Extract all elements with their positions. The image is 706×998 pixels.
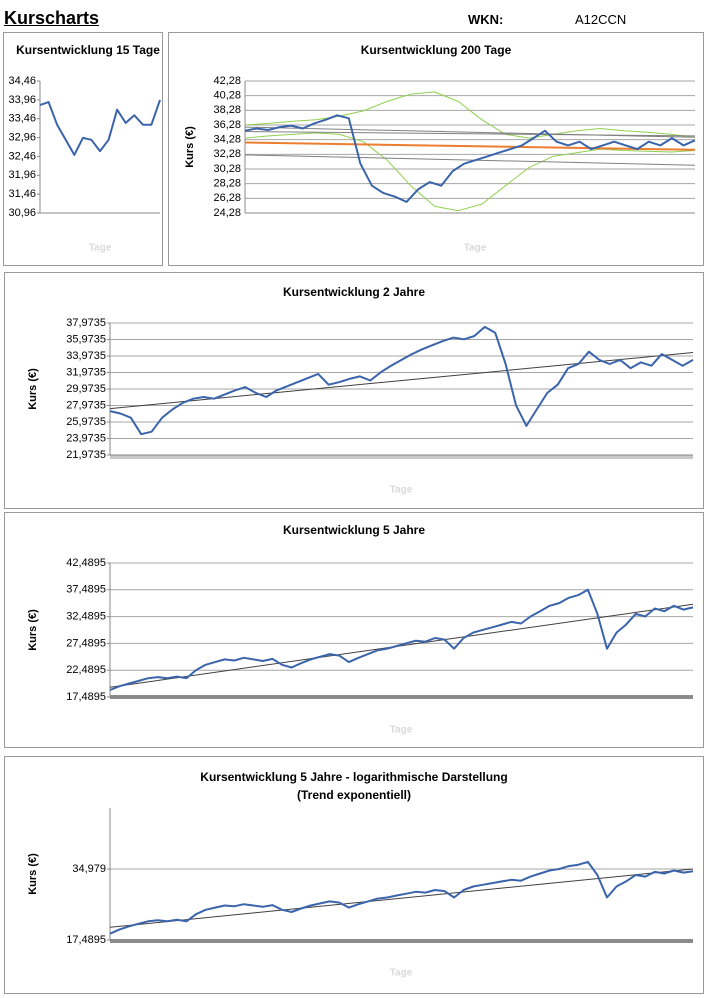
y-tick-label: 32,28 xyxy=(213,148,241,160)
chart-title: Kursentwicklung 2 Jahre xyxy=(282,285,426,299)
y-tick-label: 35,9735 xyxy=(66,333,106,345)
y-tick-label: 21,9735 xyxy=(66,449,106,461)
y-tick-label: 32,4895 xyxy=(66,611,106,623)
y-tick-label: 31,9735 xyxy=(66,366,106,378)
y-tick-label: 17,4895 xyxy=(66,691,106,703)
y-axis-label: Kurs (€) xyxy=(27,368,39,410)
y-axis-label: Kurs (€) xyxy=(184,126,196,168)
chart-panel xyxy=(4,756,704,994)
y-tick-label: 38,28 xyxy=(213,104,241,116)
chart-panel xyxy=(168,32,704,266)
chart-title: Kursentwicklung 200 Tage xyxy=(360,43,512,57)
chart-panel xyxy=(3,32,163,266)
line-series xyxy=(109,603,694,688)
y-tick-label: 36,28 xyxy=(213,119,241,131)
line-series xyxy=(109,868,694,928)
y-tick-label: 26,28 xyxy=(213,192,241,204)
y-tick-label: 24,28 xyxy=(213,207,241,219)
x-axis-label: Tage xyxy=(390,968,413,979)
x-axis-label: Tage xyxy=(89,243,112,254)
y-tick-label: 37,4895 xyxy=(66,584,106,596)
y-tick-label: 42,4895 xyxy=(66,557,106,569)
x-axis-label: Tage xyxy=(390,725,413,736)
y-tick-label: 23,9735 xyxy=(66,432,106,444)
y-axis-label: Kurs (€) xyxy=(27,609,39,651)
y-tick-label: 34,28 xyxy=(213,134,241,146)
line-series xyxy=(244,131,696,137)
y-tick-label: 30,28 xyxy=(213,163,241,175)
y-tick-label: 37,9735 xyxy=(66,317,106,329)
chart-title: Kursentwicklung 5 Jahre xyxy=(282,523,426,537)
y-tick-label: 29,9735 xyxy=(66,383,106,395)
y-tick-label: 30,96 xyxy=(8,207,36,219)
y-tick-label: 22,4895 xyxy=(66,664,106,676)
wkn-value: A12CCN xyxy=(575,12,627,27)
line-series xyxy=(109,588,694,691)
page-title: Kurscharts xyxy=(4,8,100,28)
line-series xyxy=(244,91,696,139)
y-tick-label: 33,96 xyxy=(8,94,36,106)
x-axis-label: Tage xyxy=(464,243,487,254)
y-tick-label: 25,9735 xyxy=(66,416,106,428)
y-tick-label: 33,46 xyxy=(8,113,36,125)
y-tick-label: 34,979 xyxy=(72,863,106,875)
y-tick-label: 27,4895 xyxy=(66,637,106,649)
line-series xyxy=(109,860,694,935)
y-tick-label: 34,46 xyxy=(8,75,36,87)
line-series xyxy=(244,141,696,151)
y-tick-label: 42,28 xyxy=(213,75,241,87)
chart-title: Kursentwicklung 15 Tage xyxy=(16,43,160,57)
y-tick-label: 32,46 xyxy=(8,150,36,162)
y-tick-label: 40,28 xyxy=(213,90,241,102)
y-tick-label: 27,9735 xyxy=(66,399,106,411)
y-tick-label: 31,46 xyxy=(8,188,36,200)
y-axis-label: Kurs (€) xyxy=(27,853,39,895)
y-tick-label: 28,28 xyxy=(213,178,241,190)
line-series xyxy=(244,132,696,212)
line-series xyxy=(39,99,161,156)
y-tick-label: 33,9735 xyxy=(66,350,106,362)
x-axis-label: Tage xyxy=(390,485,413,496)
line-series xyxy=(244,114,696,203)
chart-panel xyxy=(4,272,704,509)
x-axis-band xyxy=(110,455,693,459)
line-series xyxy=(109,352,694,410)
y-tick-label: 17,4895 xyxy=(66,934,106,946)
chart-subtitle: (Trend exponentiell) xyxy=(296,788,411,802)
chart-panel xyxy=(4,512,704,748)
y-tick-label: 32,96 xyxy=(8,131,36,143)
line-series xyxy=(109,325,694,436)
wkn-label: WKN: xyxy=(468,12,504,27)
x-axis-band xyxy=(110,939,693,943)
y-tick-label: 31,96 xyxy=(8,169,36,181)
chart-title: Kursentwicklung 5 Jahre - logarithmische… xyxy=(200,770,508,784)
line-series xyxy=(244,154,696,166)
